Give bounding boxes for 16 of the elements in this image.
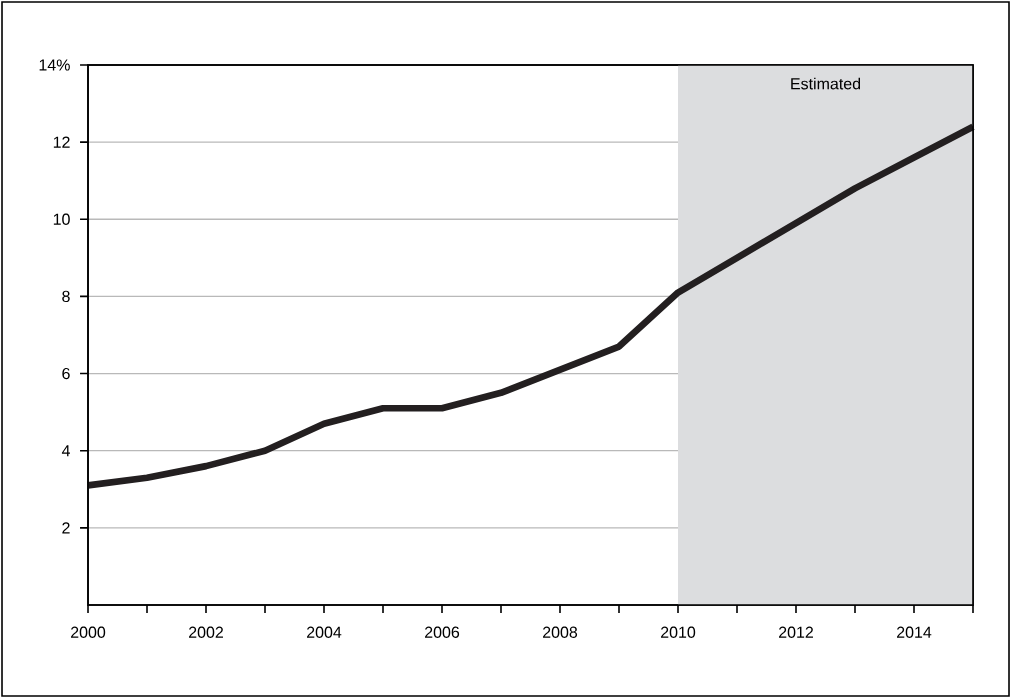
y-tick-label: 8 <box>62 290 70 303</box>
x-tick-label: 2000 <box>71 626 106 638</box>
band-label: Estimated <box>791 77 861 90</box>
x-tick-label: 2014 <box>897 626 932 638</box>
y-tick-label: 12 <box>53 136 70 148</box>
y-tick-label: 4 <box>61 445 70 457</box>
y-tick-label: 10 <box>53 213 70 225</box>
x-tick-label: 2004 <box>307 626 342 638</box>
x-tick-label: 2012 <box>779 626 813 638</box>
y-tick-label: 14% <box>39 59 70 71</box>
x-tick-label: 2008 <box>543 626 578 638</box>
x-tick-label: 2006 <box>425 626 460 638</box>
y-tick-label: 2 <box>62 522 70 534</box>
y-tick-label: 6 <box>62 367 70 380</box>
x-tick-label: 2002 <box>189 626 223 638</box>
x-tick-label: 2010 <box>661 626 696 638</box>
